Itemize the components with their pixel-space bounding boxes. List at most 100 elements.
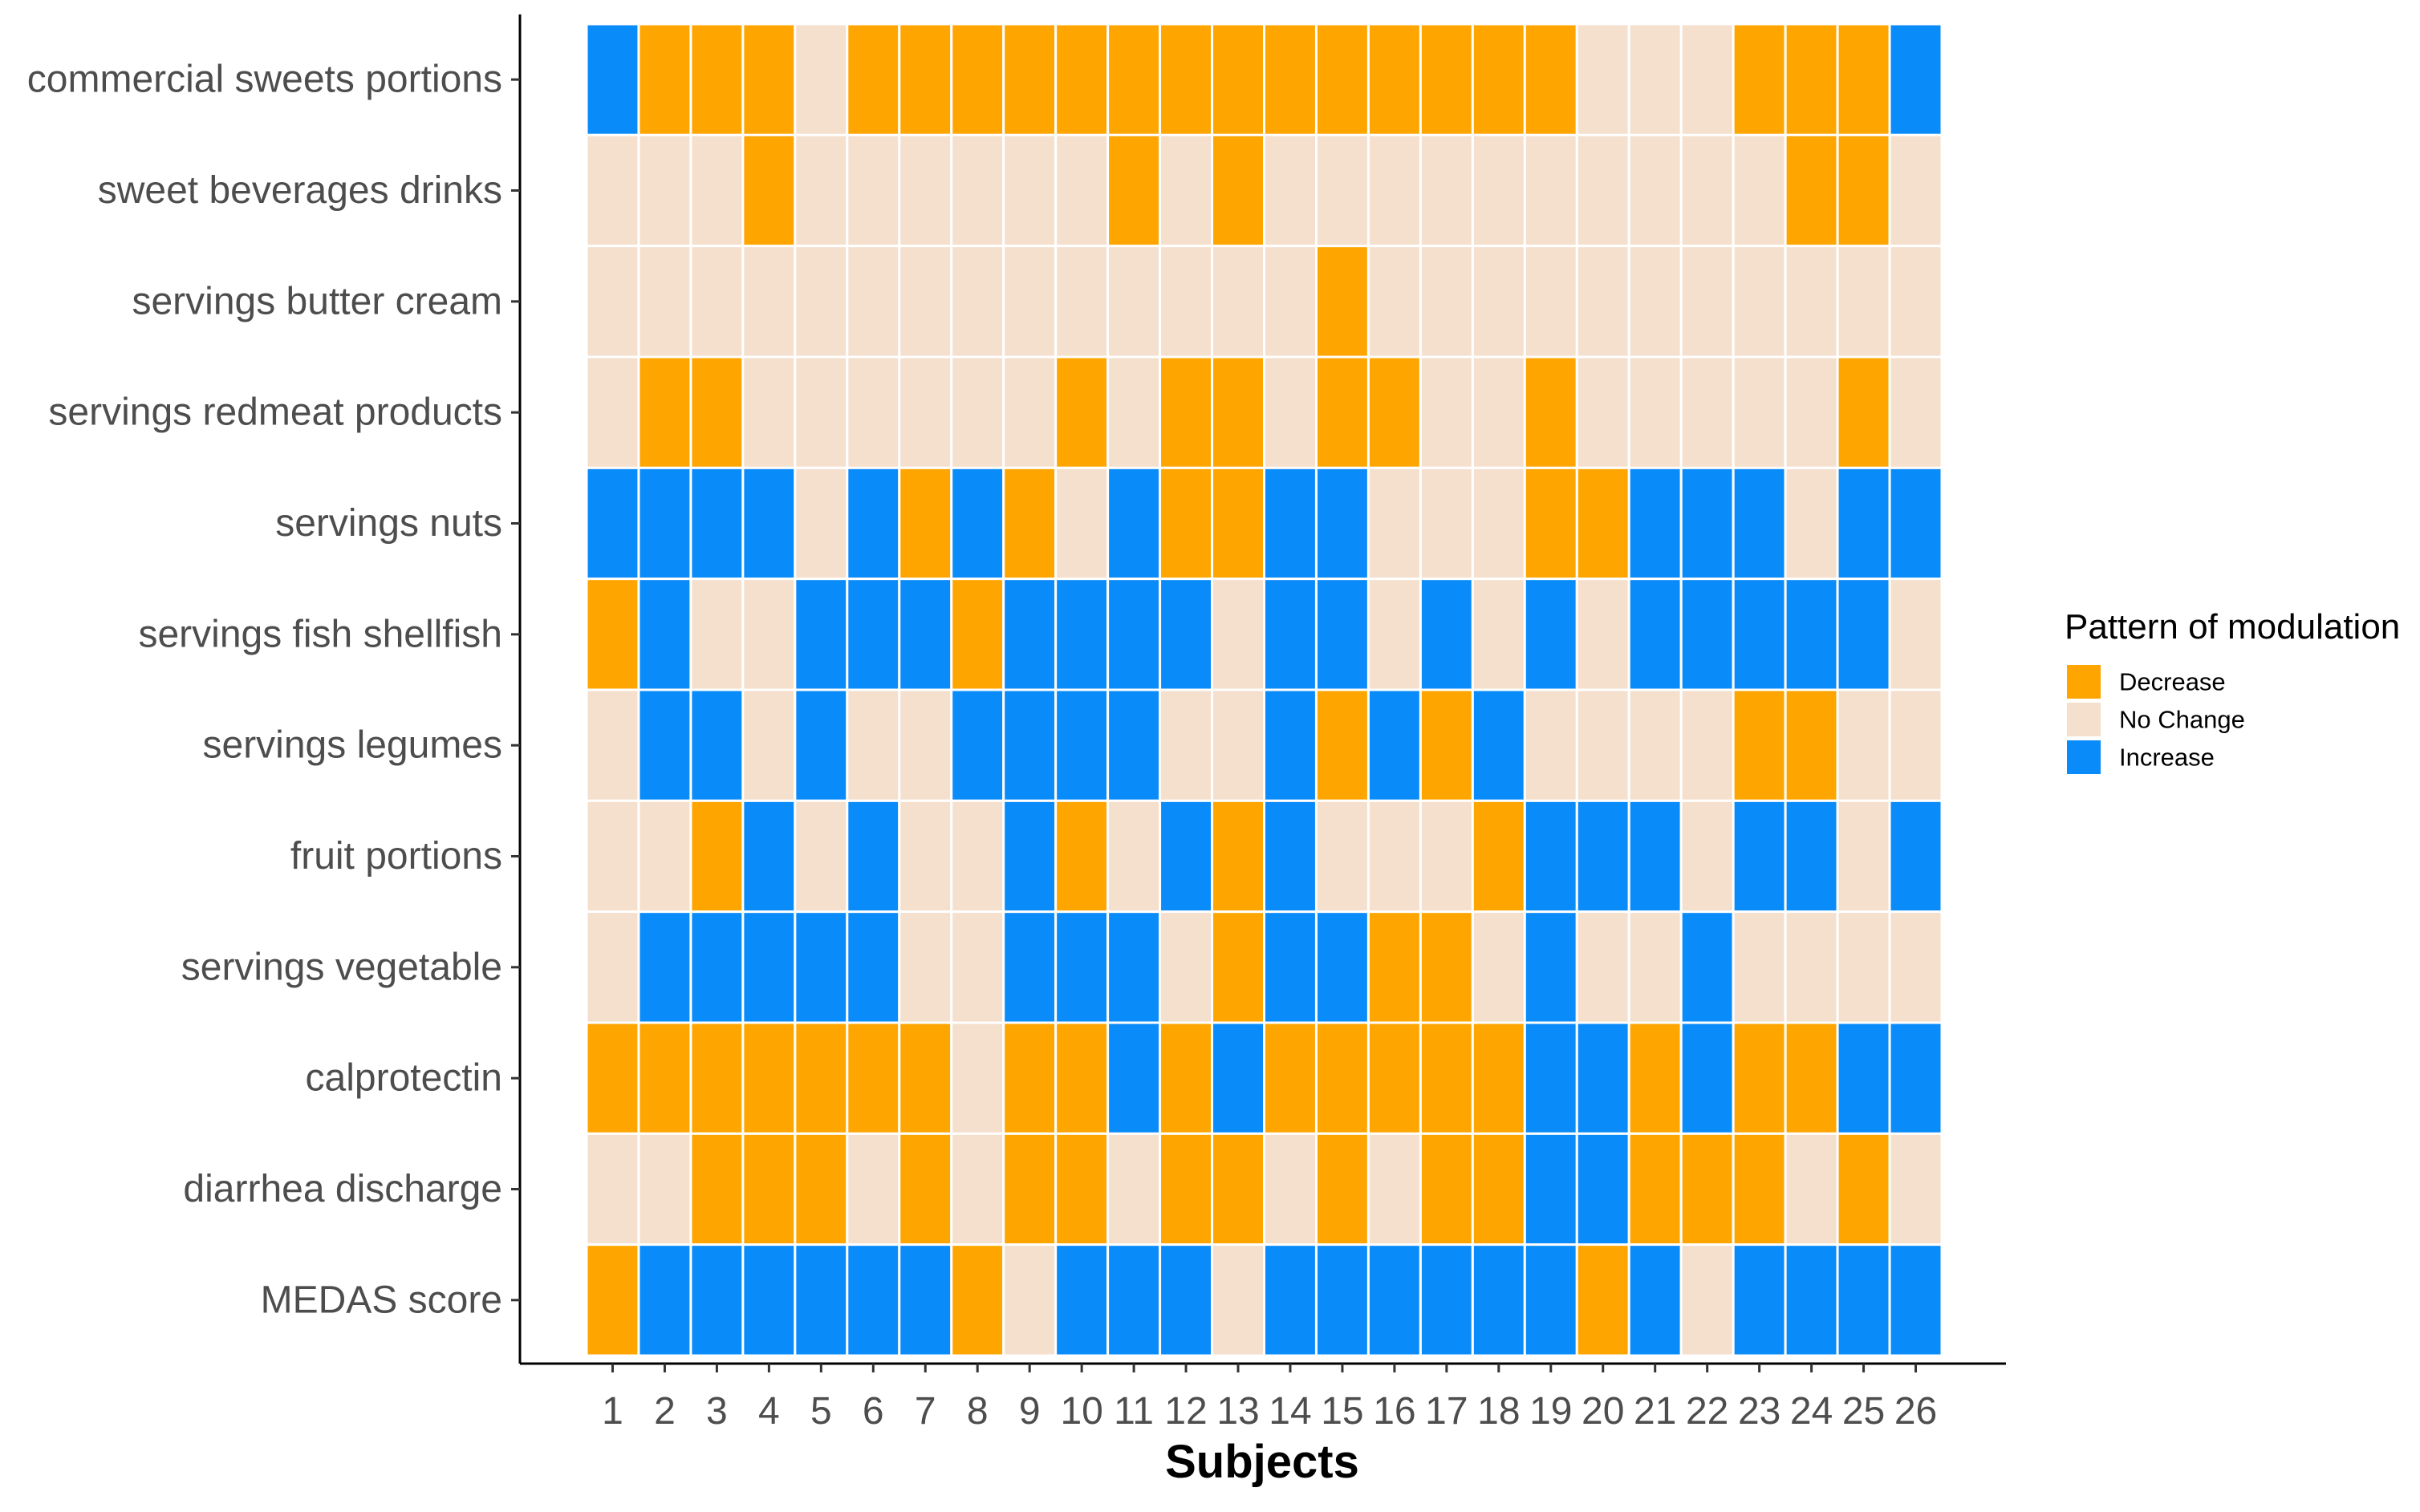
heatmap-cell <box>1366 799 1422 914</box>
x-tick-label: 3 <box>706 1390 728 1433</box>
heatmap-cell <box>1732 22 1787 136</box>
heatmap-cell <box>741 799 797 914</box>
heatmap-cell <box>1836 1132 1891 1246</box>
heatmap-cell <box>1784 355 1839 469</box>
heatmap-cell <box>1263 245 1318 359</box>
heatmap-cell <box>1106 688 1162 802</box>
heatmap-cell <box>898 1021 953 1135</box>
heatmap-cell <box>689 688 745 802</box>
heatmap-cell <box>1314 22 1370 136</box>
heatmap-cell <box>846 22 901 136</box>
heatmap-cell <box>1366 1243 1422 1357</box>
heatmap-cell <box>1523 578 1578 691</box>
heatmap-cell <box>1679 910 1735 1024</box>
heatmap-cell <box>1002 245 1058 359</box>
heatmap-cell <box>898 910 953 1024</box>
heatmap-cell <box>1784 799 1839 914</box>
heatmap-cell <box>1836 355 1891 469</box>
heatmap-cell <box>846 578 901 691</box>
heatmap-cell <box>1106 910 1162 1024</box>
heatmap-cell <box>1159 355 1214 469</box>
y-tick-label: servings butter cream <box>132 280 502 322</box>
heatmap-cell <box>689 133 745 248</box>
heatmap-cell <box>585 22 640 136</box>
heatmap-cell <box>1679 1132 1735 1246</box>
heatmap-cell <box>1784 245 1839 359</box>
legend-swatch <box>2065 663 2102 700</box>
heatmap-cell <box>1054 133 1110 248</box>
heatmap-cell <box>585 688 640 802</box>
heatmap-cell <box>1784 133 1839 248</box>
heatmap-cell <box>1627 22 1683 136</box>
x-tick-label: 17 <box>1425 1390 1468 1433</box>
heatmap-cell <box>1366 22 1422 136</box>
heatmap-cell <box>1784 1132 1839 1246</box>
heatmap-cell <box>1211 133 1265 248</box>
heatmap-cells <box>585 22 1943 1357</box>
heatmap-cell <box>1159 688 1214 802</box>
heatmap-cell <box>1627 799 1683 914</box>
heatmap-cell <box>1106 1243 1162 1357</box>
y-tick-label: servings fish shellfish <box>138 613 502 655</box>
heatmap-cell <box>846 688 901 802</box>
heatmap-cell <box>1679 1243 1735 1357</box>
heatmap-cell <box>689 1132 745 1246</box>
heatmap-cell <box>741 355 797 469</box>
heatmap-cell <box>1471 22 1526 136</box>
heatmap-cell <box>950 466 1005 581</box>
heatmap-cell <box>1575 1021 1630 1135</box>
heatmap-cell <box>1836 133 1891 248</box>
heatmap-cell <box>1679 133 1735 248</box>
legend-title: Pattern of modulation <box>2065 607 2400 647</box>
heatmap-cell <box>1784 22 1839 136</box>
x-tick-label: 21 <box>1634 1390 1676 1433</box>
heatmap-cell <box>1159 1132 1214 1246</box>
heatmap-cell <box>1263 1021 1318 1135</box>
legend-swatch <box>2065 739 2102 776</box>
heatmap-cell <box>1627 1243 1683 1357</box>
heatmap-cell <box>1002 1132 1058 1246</box>
legend-items: Decrease No Change Increase <box>2065 663 2245 776</box>
y-tick-label: MEDAS score <box>261 1279 502 1321</box>
heatmap-cell <box>1159 245 1214 359</box>
x-tick-label: 2 <box>654 1390 676 1433</box>
heatmap-cell <box>1211 22 1265 136</box>
x-tick-label: 23 <box>1738 1390 1780 1433</box>
heatmap-cell <box>794 910 849 1024</box>
heatmap-cell <box>846 1132 901 1246</box>
heatmap-cell <box>741 1132 797 1246</box>
heatmap-cell <box>1888 133 1943 248</box>
heatmap-cell <box>1419 688 1474 802</box>
heatmap-cell <box>637 578 692 691</box>
heatmap-cell <box>1159 22 1214 136</box>
heatmap-cell <box>1002 22 1058 136</box>
heatmap-cell <box>1575 688 1630 802</box>
heatmap-cell <box>689 355 745 469</box>
x-tick-label: 13 <box>1216 1390 1259 1433</box>
heatmap-cell <box>1106 466 1162 581</box>
heatmap-cell <box>585 466 640 581</box>
heatmap-cell <box>1523 466 1578 581</box>
heatmap-cell <box>1627 133 1683 248</box>
y-tick-label: diarrhea discharge <box>183 1168 502 1210</box>
heatmap-cell <box>585 910 640 1024</box>
x-tick-label: 8 <box>967 1390 989 1433</box>
heatmap-cell <box>898 799 953 914</box>
heatmap-cell <box>1523 245 1578 359</box>
y-tick-label: commercial sweets portions <box>27 59 502 101</box>
heatmap-cell <box>637 355 692 469</box>
heatmap-cell <box>1732 466 1787 581</box>
heatmap-cell <box>794 355 849 469</box>
heatmap-cell <box>689 578 745 691</box>
heatmap-cell <box>1002 133 1058 248</box>
heatmap-cell <box>1419 22 1474 136</box>
heatmap-cell <box>741 578 797 691</box>
heatmap-cell <box>794 578 849 691</box>
heatmap-cell <box>741 1243 797 1357</box>
heatmap-cell <box>1732 133 1787 248</box>
heatmap-cell <box>637 1021 692 1135</box>
heatmap-cell <box>741 466 797 581</box>
heatmap-cell <box>1732 910 1787 1024</box>
heatmap-cell <box>1575 578 1630 691</box>
